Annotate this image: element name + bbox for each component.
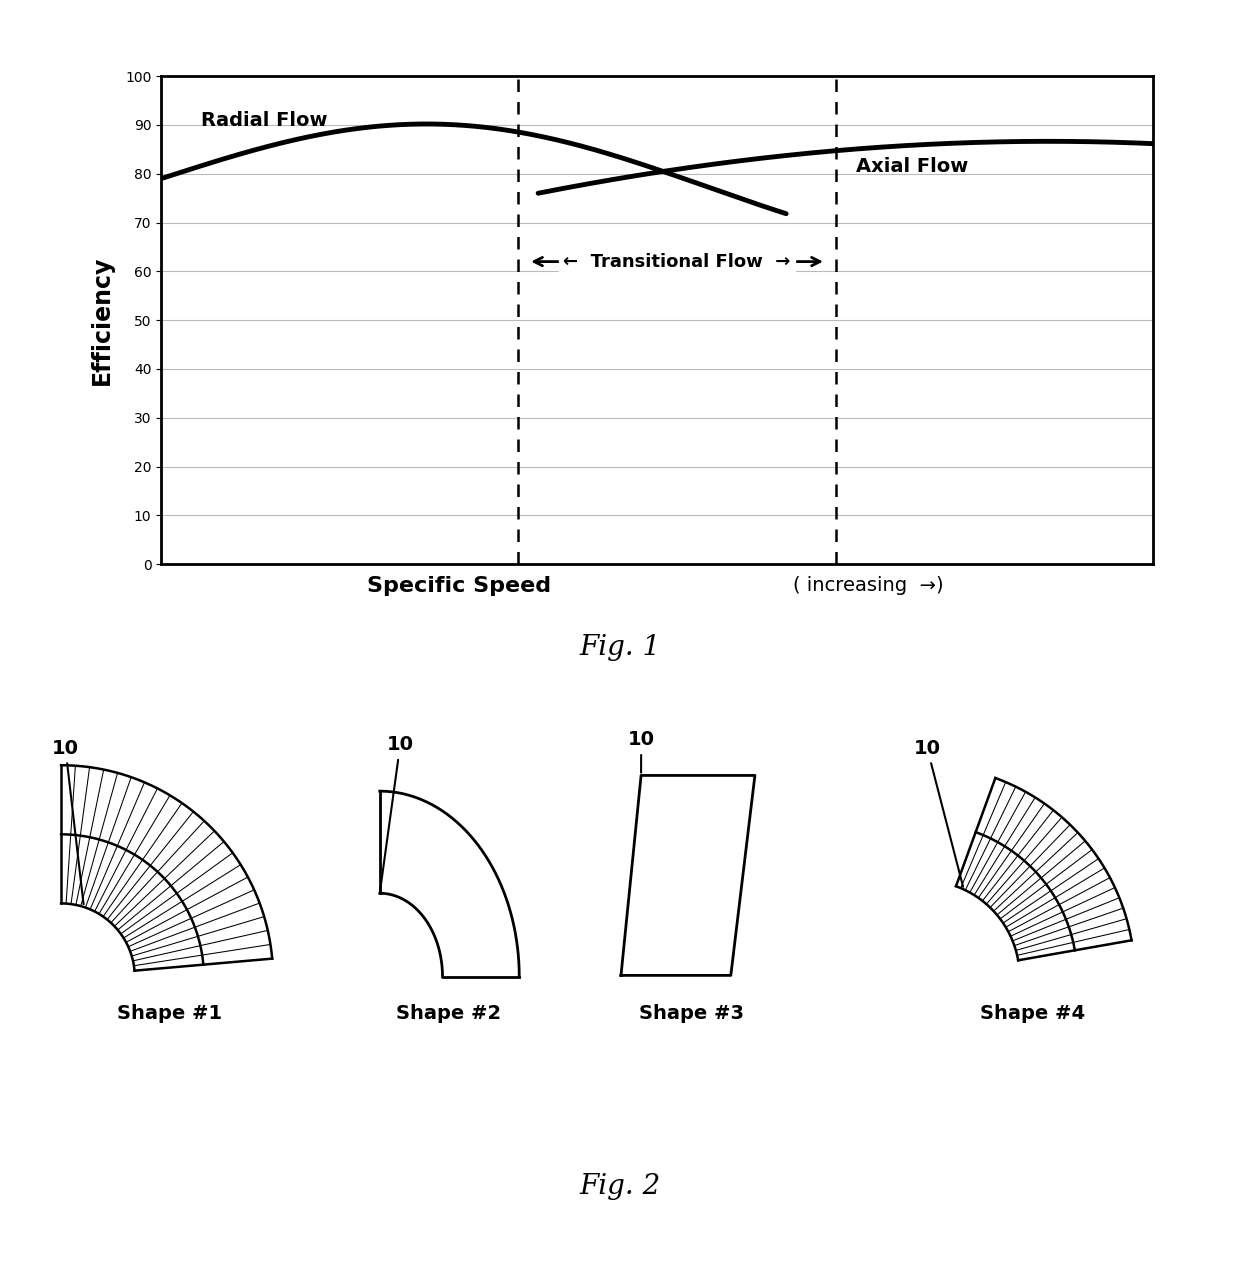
Y-axis label: Efficiency: Efficiency xyxy=(91,255,114,385)
Text: 10: 10 xyxy=(52,739,83,904)
Text: Radial Flow: Radial Flow xyxy=(201,110,327,129)
Text: 10: 10 xyxy=(914,739,963,886)
Text: Shape #1: Shape #1 xyxy=(118,1004,222,1023)
Text: Shape #2: Shape #2 xyxy=(397,1004,501,1023)
Text: Fig. 1: Fig. 1 xyxy=(579,634,661,661)
Text: Fig. 2: Fig. 2 xyxy=(579,1173,661,1200)
Text: 10: 10 xyxy=(381,735,414,890)
Text: Axial Flow: Axial Flow xyxy=(856,157,968,176)
Text: Specific Speed: Specific Speed xyxy=(367,576,551,596)
Polygon shape xyxy=(621,776,755,975)
Polygon shape xyxy=(956,779,1132,960)
Text: Shape #3: Shape #3 xyxy=(640,1004,744,1023)
Polygon shape xyxy=(379,791,520,976)
Text: 10: 10 xyxy=(627,730,655,772)
Text: ←  Transitional Flow  →: ← Transitional Flow → xyxy=(563,252,791,270)
Polygon shape xyxy=(61,765,272,971)
Text: Shape #4: Shape #4 xyxy=(981,1004,1085,1023)
Text: ( increasing  →): ( increasing →) xyxy=(792,576,944,595)
